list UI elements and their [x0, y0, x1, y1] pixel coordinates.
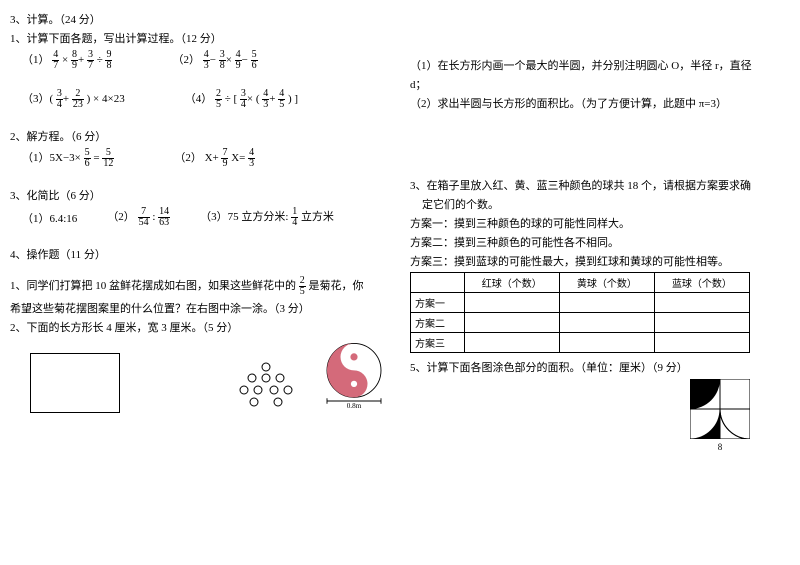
- p4-label: （4）: [185, 93, 213, 105]
- q4-heading: 4、操作题（11 分）: [10, 246, 390, 262]
- row-plan2: 方案二: [411, 313, 465, 333]
- q3-heading: 3、化简比（6 分）: [10, 187, 390, 203]
- balls-table: 红球（个数）黄球（个数）蓝球（个数） 方案一 方案二 方案三: [410, 272, 750, 353]
- ratio-row: （1）6.4:16 （2） 754 : 1463 （3）75 立方分米: 14 …: [22, 207, 390, 228]
- rectangle-figure: [30, 353, 120, 413]
- p3-tail: ) × 4×23: [87, 93, 125, 105]
- ratio-1: （1）6.4:16: [22, 210, 77, 226]
- quart-dim: 8: [690, 442, 750, 452]
- r-sec3b: 定它们的个数。: [422, 196, 790, 212]
- e1-label: （1）5X−3×: [22, 152, 81, 164]
- yinyang-figure: 0.8m: [318, 338, 390, 413]
- th-red: 红球（个数）: [464, 273, 559, 293]
- p2-label: （2）: [172, 54, 200, 66]
- quarters-figure: 8: [690, 379, 750, 452]
- equation-row: （1）5X−3× 56 = 512 （2） X+ 79 X= 43: [22, 148, 390, 169]
- op1-line1: 1、同学们打算把 10 盆鲜花摆成如右图，如果这些鲜花中的 25 是菊花，你: [10, 276, 390, 297]
- plan3: 方案三：摸到蓝球的可能性最大，摸到红球和黄球的可能性相等。: [410, 253, 790, 269]
- ratio-3: （3）75 立方分米: 14 立方米: [200, 207, 334, 228]
- yy-dim-label: 0.8m: [347, 402, 362, 410]
- problem-row-1: （1） 47 × 89+ 37 ÷ 98 （2） 43− 38× 49− 56: [22, 50, 390, 71]
- row-plan3: 方案三: [411, 333, 465, 353]
- op-figures: 0.8m: [10, 338, 390, 413]
- p1-label: （1）: [22, 54, 50, 66]
- equation-1: （1）5X−3× 56 = 512: [22, 148, 114, 169]
- plan2: 方案二：摸到三种颜色的可能性各不相同。: [410, 234, 790, 250]
- problem-3: （3）( 34+ 223 ) × 4×23: [22, 89, 125, 110]
- section-3-title: 3、计算。（24 分）: [10, 11, 390, 27]
- p3-label: （3）(: [22, 93, 53, 105]
- r-sub1b: d；: [410, 76, 790, 92]
- p4-tail: ) ]: [288, 93, 298, 105]
- r-sec3: 3、在箱子里放入红、黄、蓝三种颜色的球共 18 个，请根据方案要求确: [410, 177, 790, 193]
- ratio-2: （2） 754 : 1463: [107, 207, 170, 228]
- problem-row-2: （3）( 34+ 223 ) × 4×23 （4） 25 ÷ [ 34× ( 4…: [22, 89, 390, 110]
- problem-4: （4） 25 ÷ [ 34× ( 43+ 45 ) ]: [185, 89, 298, 110]
- op2-line: 2、下面的长方形长 4 厘米，宽 3 厘米。（5 分）: [10, 319, 390, 335]
- r-sub2: （2）求出半圆与长方形的面积比。（为了方便计算，此题中 π=3）: [410, 95, 790, 111]
- problem-2: （2） 43− 38× 49− 56: [172, 50, 257, 71]
- q1-heading: 1、计算下面各题，写出计算过程。（12 分）: [10, 30, 390, 46]
- problem-1: （1） 47 × 89+ 37 ÷ 98: [22, 50, 112, 71]
- op1-line2: 希望这些菊花摆图案里的什么位置？在右图中涂一涂。（3 分）: [10, 300, 390, 316]
- row-plan1: 方案一: [411, 293, 465, 313]
- r-sub1: （1）在长方形内画一个最大的半圆，并分别注明圆心 O，半径 r，直径: [410, 57, 790, 73]
- r-sec5: 5、计算下面各图涂色部分的面积。（单位：厘米）（9 分）: [410, 359, 790, 375]
- th-blue: 蓝球（个数）: [654, 273, 749, 293]
- dots-figure: [230, 360, 302, 413]
- e2-label: （2） X+: [174, 152, 218, 164]
- q2-heading: 2、解方程。（6 分）: [10, 128, 390, 144]
- th-yellow: 黄球（个数）: [559, 273, 654, 293]
- equation-2: （2） X+ 79 X= 43: [174, 148, 255, 169]
- th-blank: [411, 273, 465, 293]
- plan1: 方案一：摸到三种颜色的球的可能性同样大。: [410, 215, 790, 231]
